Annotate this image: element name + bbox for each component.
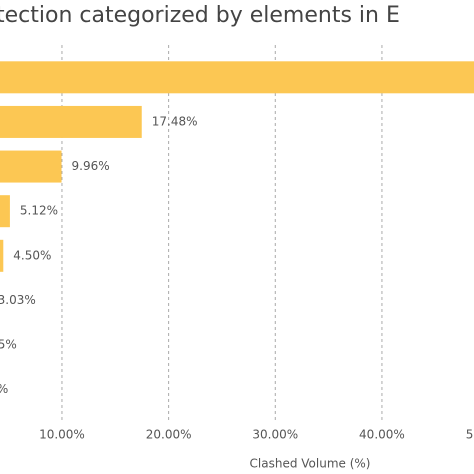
bar: [0, 195, 10, 228]
data-label: 9.96%: [72, 159, 110, 173]
x-tick-label: 20.00%: [146, 428, 192, 442]
chart-title: tection categorized by elements in E: [0, 3, 400, 28]
bar: [0, 105, 142, 138]
x-tick-label: 50.00%: [466, 428, 474, 442]
bar: [0, 239, 4, 272]
bar: [0, 150, 62, 183]
bar: [0, 61, 474, 94]
data-label: 0.45%: [0, 382, 8, 396]
x-tick-label: 10.00%: [39, 428, 85, 442]
x-tick-label: 30.00%: [252, 428, 298, 442]
x-axis-title: Clashed Volume (%): [250, 457, 371, 471]
x-tick-label: 40.00%: [359, 428, 405, 442]
data-label: 3.03%: [0, 293, 36, 307]
data-label: 17.48%: [152, 114, 198, 128]
data-label: 4.50%: [13, 248, 51, 262]
data-label: 5.12%: [20, 204, 58, 218]
data-label: 1.25%: [0, 338, 17, 352]
